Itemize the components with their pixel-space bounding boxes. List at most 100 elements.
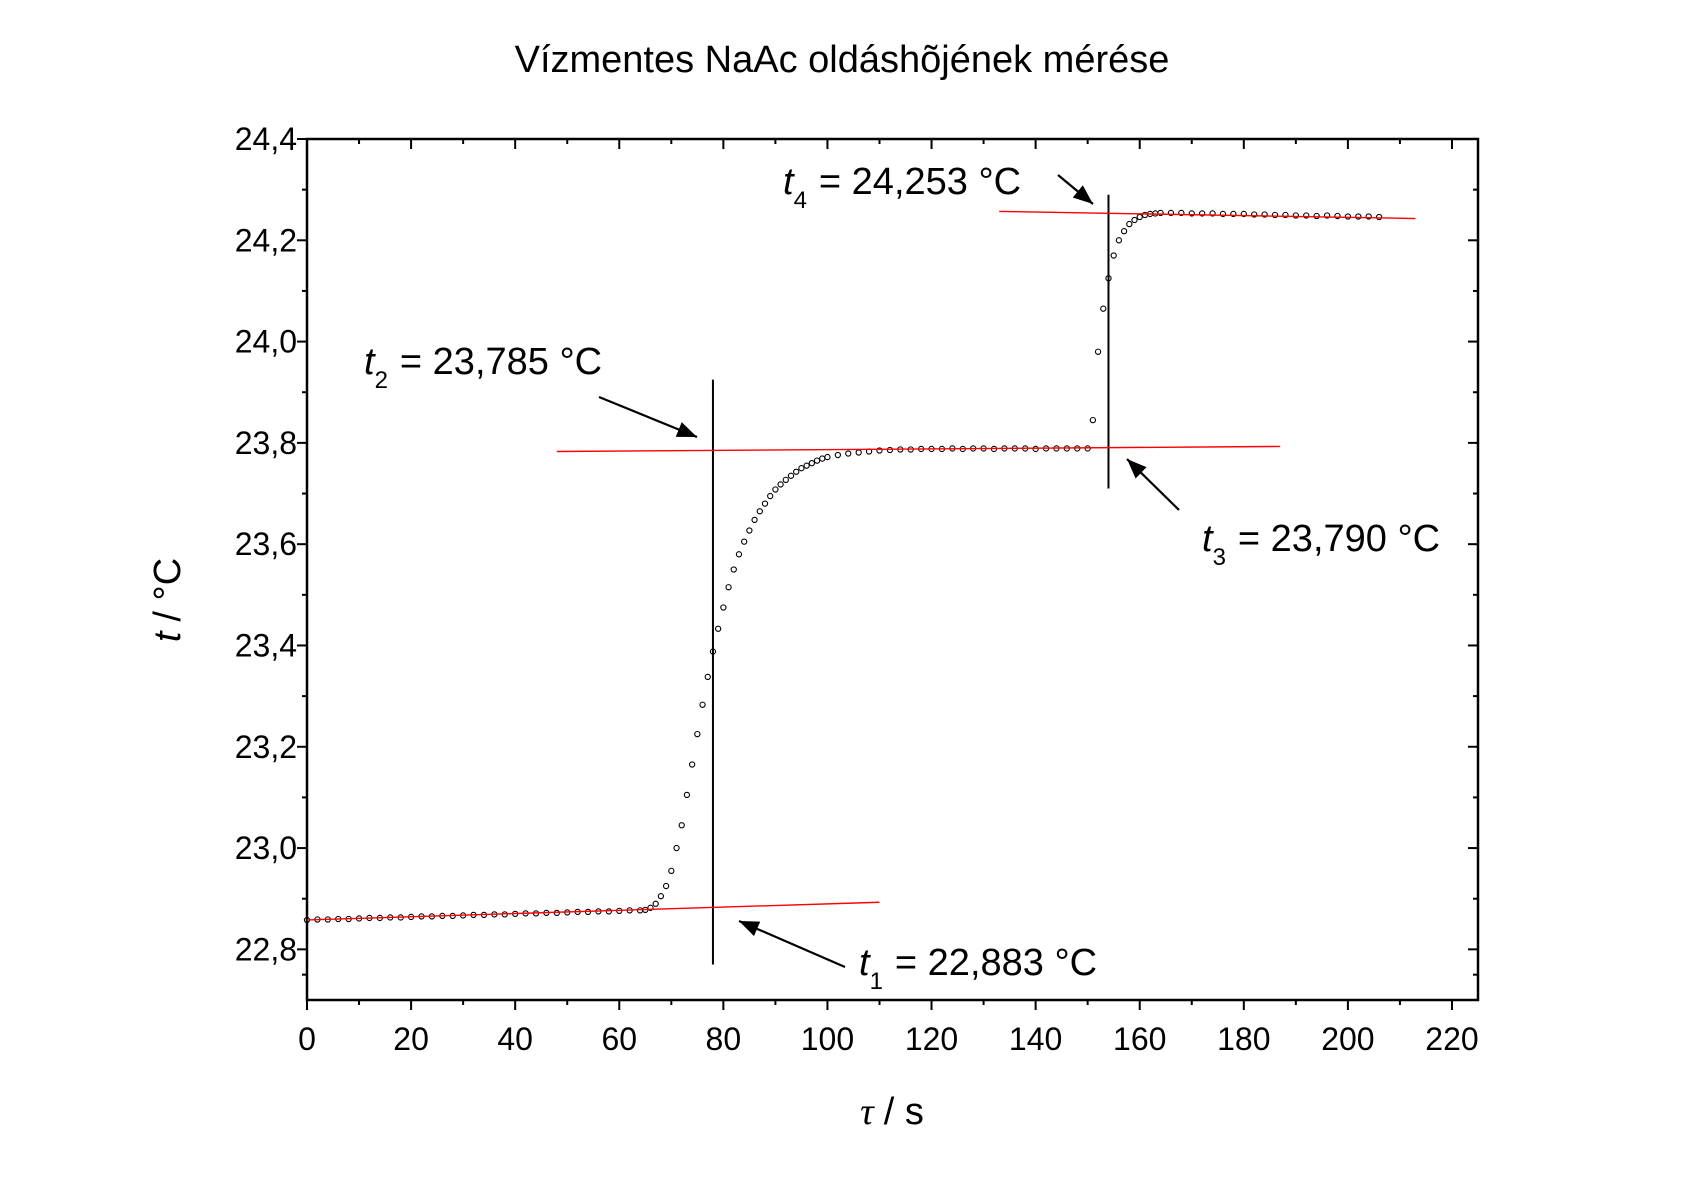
- x-tick-label: 180: [1217, 1021, 1270, 1057]
- data-point: [678, 822, 685, 829]
- data-point: [834, 451, 842, 459]
- annotation-text: = 24,253 °C: [819, 161, 1021, 203]
- data-point: [720, 604, 727, 611]
- data-point: [1251, 211, 1258, 218]
- data-point: [1292, 212, 1299, 219]
- data-point: [1126, 220, 1133, 228]
- y-tick-label: 24,0: [235, 324, 297, 360]
- data-point: [793, 468, 800, 475]
- data-point: [1131, 216, 1138, 224]
- data-point: [647, 904, 654, 911]
- data-point: [1100, 305, 1107, 312]
- annotation-text: = 23,785 °C: [400, 341, 602, 383]
- data-point: [1261, 211, 1268, 218]
- x-tick-label: 140: [1009, 1021, 1062, 1057]
- data-point: [1094, 348, 1102, 355]
- x-tick-label: 200: [1321, 1021, 1374, 1057]
- x-tick-label: 20: [393, 1021, 429, 1057]
- data-point: [1219, 210, 1227, 218]
- data-point: [1120, 228, 1128, 235]
- x-tick-label: 60: [601, 1021, 637, 1057]
- data-point: [688, 761, 696, 768]
- x-tick-label: 100: [801, 1021, 854, 1057]
- x-axis-label: τ / s: [860, 1091, 924, 1133]
- data-point: [1167, 209, 1175, 217]
- data-point: [1303, 212, 1310, 219]
- plot-frame: [305, 137, 1480, 1002]
- annotation-subscript: 3: [1213, 544, 1226, 571]
- data-point: [824, 453, 831, 461]
- data-point: [1355, 213, 1362, 220]
- annotation-symbol: t: [859, 942, 871, 984]
- x-tick-label: 0: [298, 1021, 316, 1057]
- data-point: [1188, 210, 1195, 217]
- data-point: [1271, 211, 1279, 219]
- annotation-subscript: 4: [794, 187, 807, 214]
- y-axis-label: t / °C: [147, 558, 189, 642]
- annotation: t4 = 24,253 °C: [783, 161, 1021, 214]
- x-label-unit: / s: [884, 1091, 924, 1133]
- annotation: t3 = 23,790 °C: [1202, 518, 1440, 571]
- data-point: [1089, 416, 1097, 424]
- data-point: [1375, 213, 1383, 221]
- y-tick-label: 23,6: [235, 526, 297, 562]
- x-tick-label: 40: [497, 1021, 533, 1057]
- data-point: [761, 500, 769, 507]
- y-tick-label: 22,8: [235, 931, 297, 967]
- data-point: [668, 867, 675, 874]
- data-point: [1110, 252, 1117, 259]
- x-tick-label: 120: [905, 1021, 958, 1057]
- y-label-symbol: t: [147, 630, 189, 642]
- data-point: [1157, 209, 1164, 217]
- data-point: [772, 486, 779, 493]
- annotation-symbol: t: [364, 341, 376, 383]
- arrows: [598, 174, 1180, 969]
- annotation-text: = 22,883 °C: [895, 942, 1097, 984]
- x-tick-label: 220: [1425, 1021, 1478, 1057]
- data-point: [735, 551, 743, 558]
- data-point: [1209, 210, 1216, 217]
- data-point: [782, 476, 789, 484]
- fit-line: [306, 901, 880, 921]
- data-point: [683, 791, 691, 799]
- y-tick-label: 24,4: [235, 121, 297, 157]
- data-point: [652, 900, 659, 907]
- data-point: [657, 893, 665, 900]
- data-point: [1240, 210, 1247, 218]
- data-point: [715, 625, 722, 632]
- fit-line: [556, 445, 1281, 453]
- data-point: [1365, 213, 1372, 220]
- annotation: t2 = 23,785 °C: [364, 341, 602, 394]
- data-point: [673, 844, 680, 852]
- data-point: [845, 450, 852, 457]
- data-point: [756, 508, 763, 515]
- arrow: [738, 919, 846, 969]
- x-tick-label: 160: [1113, 1021, 1166, 1057]
- data-point: [886, 446, 894, 454]
- y-label-unit: / °C: [147, 558, 189, 622]
- x-label-symbol: τ: [860, 1091, 875, 1133]
- data-point: [1178, 209, 1185, 217]
- arrow: [598, 395, 698, 439]
- data-point: [767, 492, 774, 500]
- data-point: [1282, 211, 1289, 219]
- data-point: [777, 481, 784, 488]
- data-point: [808, 459, 815, 467]
- data-point: [730, 566, 737, 573]
- data-point: [803, 462, 810, 469]
- annotation-subscript: 1: [870, 968, 883, 995]
- y-tick-label: 23,0: [235, 830, 297, 866]
- data-point: [1230, 210, 1237, 218]
- data-point: [662, 882, 670, 890]
- data-point: [694, 730, 701, 738]
- data-point: [787, 472, 795, 479]
- data-point: [1323, 212, 1331, 219]
- data-point: [1115, 237, 1123, 244]
- data-point: [699, 701, 706, 708]
- data-point: [1199, 210, 1206, 217]
- data-point: [741, 538, 748, 545]
- annotation-symbol: t: [783, 161, 795, 203]
- y-tick-label: 23,2: [235, 729, 297, 765]
